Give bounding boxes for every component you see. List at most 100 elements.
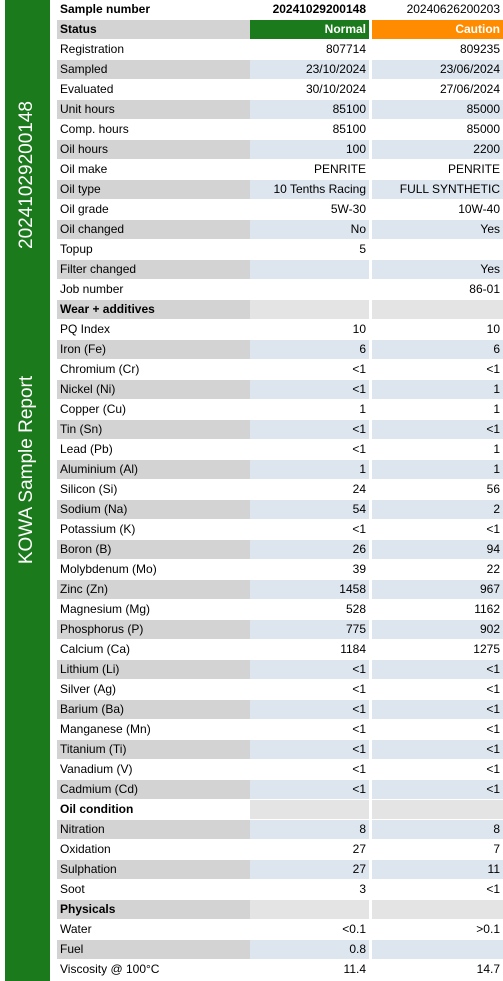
value-cell: 56 [486, 482, 500, 496]
row-label: Job number [60, 282, 124, 296]
value-cell: <0.1 [342, 922, 366, 936]
row-label: Sampled [57, 60, 250, 79]
value-cell: 22 [486, 562, 500, 576]
value-cell: 8 [372, 820, 503, 839]
table-row: Vanadium (V) <1 <1 [57, 760, 503, 780]
table-row: Soot 3 <1 [57, 880, 503, 900]
table-row: Job number 86-01 [57, 280, 503, 300]
row-label: Silver (Ag) [60, 682, 117, 696]
row-label: Zinc (Zn) [57, 580, 250, 599]
row-label: Oil make [60, 162, 108, 176]
row-label: Sulphation [57, 860, 250, 879]
value-cell: 27/06/2024 [439, 82, 500, 96]
table-row: Unit hours 85100 85000 [57, 100, 503, 120]
value-cell: 2200 [372, 140, 503, 159]
value-cell: 528 [345, 602, 366, 616]
value-cell: <1 [352, 762, 366, 776]
value-cell: <1 [486, 722, 500, 736]
value-cell: <1 [250, 780, 369, 799]
value-cell: >0.1 [476, 922, 500, 936]
table-row: Oil make PENRITE PENRITE [57, 160, 503, 180]
value-cell: 85000 [466, 122, 500, 136]
table-row: Filter changed Yes [57, 260, 503, 280]
value-cell: 6 [372, 340, 503, 359]
value-cell: 1275 [473, 642, 500, 656]
value-cell [372, 300, 503, 319]
table-row: Sampled 23/10/2024 23/06/2024 [57, 60, 503, 80]
table-row: Comp. hours 85100 85000 [57, 120, 503, 140]
table-row: Chromium (Cr) <1 <1 [57, 360, 503, 380]
row-label: Barium (Ba) [57, 700, 250, 719]
row-label: Soot [60, 882, 85, 896]
row-label: Aluminium (Al) [57, 460, 250, 479]
value-cell: 11.4 [343, 962, 366, 976]
value-cell: 39 [352, 562, 366, 576]
value-cell: 1 [372, 380, 503, 399]
value-cell: 902 [372, 620, 503, 639]
value-cell: <1 [486, 882, 500, 896]
row-label: Molybdenum (Mo) [60, 562, 157, 576]
value-cell: 94 [372, 540, 503, 559]
row-label: Iron (Fe) [57, 340, 250, 359]
value-cell: 1 [493, 442, 500, 456]
value-cell: 27 [352, 842, 366, 856]
value-cell: <1 [486, 682, 500, 696]
value-cell: 23/10/2024 [250, 60, 369, 79]
value-cell: 1162 [474, 602, 500, 616]
row-label: Oil grade [60, 202, 109, 216]
value-cell: <1 [250, 660, 369, 679]
table-row: Nickel (Ni) <1 1 [57, 380, 503, 400]
value-cell: <1 [372, 660, 503, 679]
table-row: Tin (Sn) <1 <1 [57, 420, 503, 440]
table-row: Lead (Pb) <1 1 [57, 440, 503, 460]
row-label: Sodium (Na) [57, 500, 250, 519]
value-cell: <1 [250, 700, 369, 719]
value-cell: 807714 [325, 42, 366, 56]
value-cell: 85000 [372, 100, 503, 119]
value-cell: 54 [250, 500, 369, 519]
row-label: Oil changed [57, 220, 250, 239]
table-row: Oil changed No Yes [57, 220, 503, 240]
row-label: Lithium (Li) [57, 660, 250, 679]
row-label: Fuel [57, 940, 250, 959]
value-cell: 775 [250, 620, 369, 639]
value-cell: 85100 [250, 100, 369, 119]
row-label: Oil hours [57, 140, 250, 159]
value-cell: <1 [486, 762, 500, 776]
value-cell: 5W-30 [330, 202, 366, 216]
table-row: Oil type 10 Tenths Racing FULL SYNTHETIC [57, 180, 503, 200]
table-row: PQ Index 10 10 [57, 320, 503, 340]
value-cell: No [250, 220, 369, 239]
value-cell [250, 900, 369, 919]
table-row: Aluminium (Al) 1 1 [57, 460, 503, 480]
section-row: Physicals [57, 900, 503, 920]
value-cell: 23/06/2024 [372, 60, 503, 79]
value-cell [250, 280, 369, 299]
value-cell: 85100 [332, 122, 366, 136]
row-label: Phosphorus (P) [57, 620, 250, 639]
value-cell: Yes [372, 260, 503, 279]
row-label: Oil condition [60, 802, 134, 816]
value-cell: 1 [359, 402, 366, 416]
value-cell: <1 [352, 522, 366, 536]
row-label: Filter changed [57, 260, 250, 279]
value-cell [250, 300, 369, 319]
value-cell [372, 240, 503, 259]
value-cell: Yes [372, 220, 503, 239]
value-cell: <1 [372, 420, 503, 439]
table-row: Registration 807714 809235 [57, 40, 503, 60]
value-cell: <1 [352, 362, 366, 376]
value-cell: <1 [372, 780, 503, 799]
row-label: Vanadium (V) [60, 762, 133, 776]
row-label: Copper (Cu) [60, 402, 127, 416]
row-label: Magnesium (Mg) [60, 602, 151, 616]
table-row: Silicon (Si) 24 56 [57, 480, 503, 500]
row-label: Manganese (Mn) [60, 722, 151, 736]
value-cell: <1 [352, 682, 366, 696]
row-label: Nickel (Ni) [57, 380, 250, 399]
row-label: Nitration [57, 820, 250, 839]
table-row: Viscosity @ 100°C 11.4 14.7 [57, 960, 503, 980]
table-row: Barium (Ba) <1 <1 [57, 700, 503, 720]
row-label: Wear + additives [57, 300, 250, 319]
table-row: Sample number 20241029200148 2024062620020… [57, 0, 503, 20]
